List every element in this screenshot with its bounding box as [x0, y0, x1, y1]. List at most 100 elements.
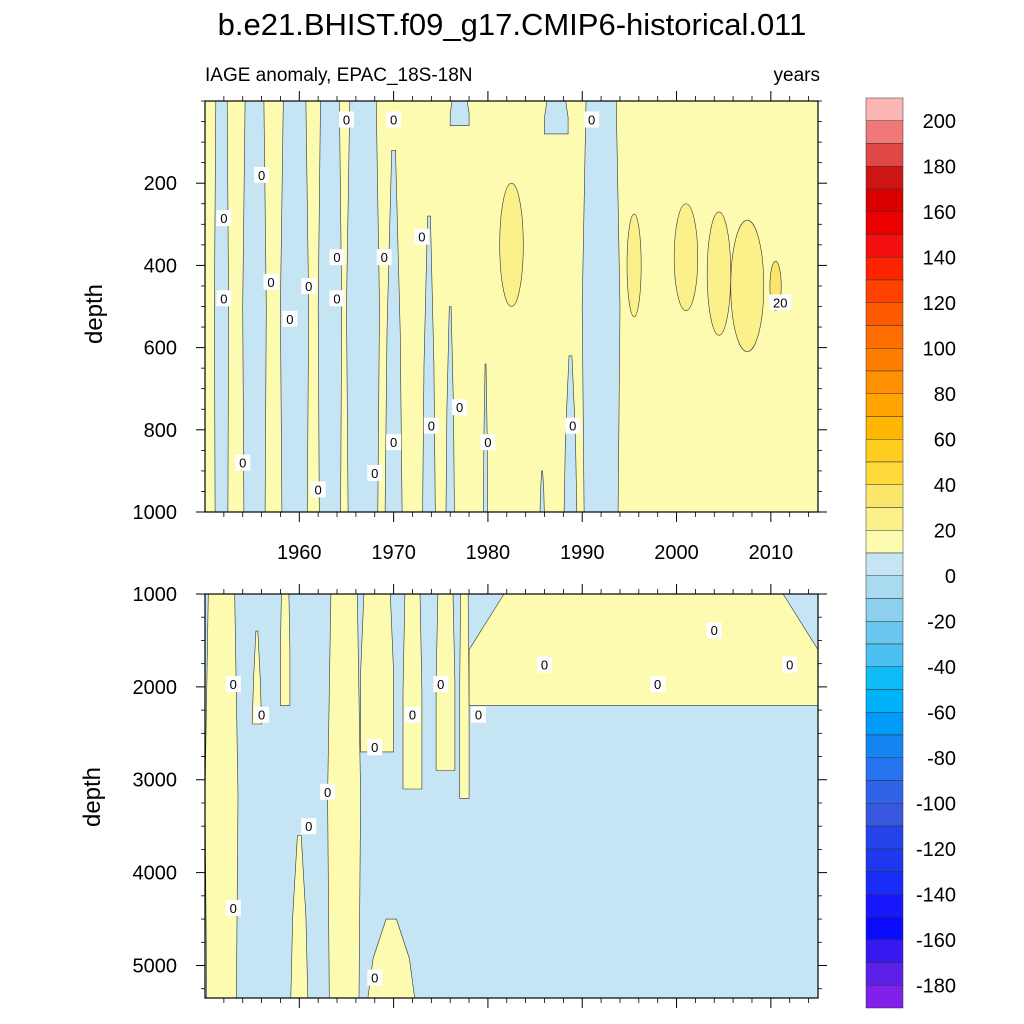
lower-label-bg-2 — [225, 899, 241, 916]
colorbar-swatch-31 — [865, 803, 904, 827]
chart-title: b.e21.BHIST.f09_g17.CMIP6-historical.011 — [218, 7, 807, 42]
upper-xtick-label-1: 1970 — [371, 542, 416, 564]
upper-ytick-label-4: 1000 — [133, 502, 178, 524]
upper-label-bg-21 — [769, 294, 792, 311]
upper-contour-label-7: 0 — [315, 482, 322, 497]
lower-contour-label-2: 0 — [230, 901, 237, 916]
colorbar-swatch-12 — [865, 370, 904, 394]
upper-label-bg-9 — [329, 290, 345, 307]
colorbar-swatch-24 — [865, 643, 904, 667]
upper-band-12 — [449, 100, 470, 126]
lower-frame — [204, 593, 819, 999]
upper-band-2 — [280, 100, 310, 513]
colorbar-swatch-15 — [865, 439, 904, 463]
upper-label-bg-4 — [263, 273, 279, 290]
upper-contour-label-19: 0 — [569, 419, 576, 434]
lower-band-2 — [280, 593, 291, 706]
upper-contour-label-4: 0 — [267, 275, 274, 290]
colorbar-swatch-4 — [865, 188, 904, 212]
chart-subtitle-right: years — [774, 65, 820, 86]
upper-ylabel: depth — [81, 284, 108, 344]
upper-contour-label-16: 0 — [428, 419, 435, 434]
colorbar-swatch-2 — [865, 143, 904, 167]
lower-contour-label-5: 0 — [371, 740, 378, 755]
upper-contour-label-18: 0 — [484, 435, 491, 450]
upper-contour-label-21: 20 — [773, 295, 787, 310]
colorbar-swatch-5 — [865, 211, 904, 235]
lower-axes: 1000 2000 3000 4000 5000 — [133, 584, 827, 1008]
colorbar-swatch-26 — [865, 689, 904, 713]
upper-label-bg-2 — [254, 166, 270, 183]
upper-contour-label-20: 0 — [588, 112, 595, 127]
upper-label-bg-20 — [584, 111, 600, 128]
lower-contour-label-9: 0 — [475, 708, 482, 723]
lower-contour-label-10: 0 — [541, 658, 548, 673]
colorbar-label-17: -140 — [916, 884, 956, 906]
lower-contour-label-11: 0 — [654, 677, 661, 692]
colorbar-swatch-30 — [865, 780, 904, 804]
colorbar-swatch-36 — [865, 916, 904, 940]
colorbar-swatch-29 — [865, 757, 904, 781]
upper-band-0 — [214, 100, 229, 513]
colorbar-swatch-8 — [865, 279, 904, 303]
lower-label-bg-0 — [225, 676, 241, 693]
upper-label-bg-19 — [565, 417, 581, 434]
lower-band-7 — [402, 593, 423, 790]
colorbar-label-1: 180 — [923, 156, 956, 178]
colorbar-label-19: -180 — [916, 975, 956, 997]
lower-ytick-label-0: 1000 — [133, 584, 178, 606]
lower-band-0 — [204, 593, 239, 999]
upper-band-4 — [346, 100, 380, 513]
upper-contour-labels: 0 0 0 0 0 0 0 0 0 0 0 0 0 0 0 0 0 0 0 0 0 20 — [216, 111, 792, 498]
colorbar-swatch-18 — [865, 507, 904, 531]
lower-label-bg-1 — [254, 706, 270, 723]
upper-contour-label-9: 0 — [333, 291, 340, 306]
colorbar-label-12: -40 — [927, 657, 956, 679]
lower-band-10 — [468, 593, 819, 706]
colorbar-swatch-10 — [865, 325, 904, 349]
upper-xtick-label-2: 1980 — [466, 542, 511, 564]
upper-panel: 0 0 0 0 0 0 0 0 0 0 0 0 0 0 0 0 0 0 0 0 0 20 200 400 600 800 1000… — [81, 91, 827, 564]
colorbar-label-16: -120 — [916, 839, 956, 861]
upper-band-13 — [544, 100, 569, 135]
upper-contour-label-13: 0 — [390, 112, 397, 127]
lower-label-bg-6 — [367, 969, 383, 986]
colorbar-swatch-27 — [865, 712, 904, 736]
lower-label-bg-12 — [706, 622, 722, 639]
lower-label-bg-13 — [782, 656, 798, 673]
colorbar-label-3: 140 — [923, 247, 956, 269]
colorbar-swatch-7 — [865, 257, 904, 281]
upper-label-bg-16 — [423, 417, 439, 434]
colorbar-swatch-22 — [865, 598, 904, 622]
colorbar-swatch-17 — [865, 484, 904, 508]
upper-label-bg-10 — [338, 111, 354, 128]
upper-label-bg-7 — [310, 481, 326, 498]
lower-panel: 0 0 0 0 0 0 0 0 0 0 0 0 0 0 1000 2000 3000 4000 5000 dept… — [79, 584, 827, 1008]
colorbar-label-11: -20 — [927, 611, 956, 633]
colorbar-swatch-28 — [865, 734, 904, 758]
colorbar-swatch-9 — [865, 302, 904, 326]
upper-contour-label-8: 0 — [333, 250, 340, 265]
upper-band-1 — [242, 100, 267, 513]
lower-label-bg-3 — [301, 818, 317, 835]
colorbar-swatch-23 — [865, 621, 904, 645]
colorbar-swatch-6 — [865, 234, 904, 258]
upper-contour-label-1: 0 — [220, 291, 227, 306]
lower-ytick-label-4: 5000 — [133, 955, 178, 977]
lower-label-bg-4 — [320, 783, 336, 800]
colorbar-label-15: -100 — [916, 793, 956, 815]
colorbar-label-7: 60 — [934, 429, 956, 451]
colorbar-label-6: 80 — [934, 384, 956, 406]
upper-ytick-label-1: 400 — [144, 255, 177, 277]
upper-contour-label-3: 0 — [239, 456, 246, 471]
upper-label-bg-13 — [386, 111, 402, 128]
upper-contour-label-11: 0 — [371, 466, 378, 481]
colorbar-swatch-38 — [865, 962, 904, 986]
upper-patch-1 — [626, 213, 642, 318]
upper-ytick-label-2: 600 — [144, 338, 177, 360]
colorbar-swatch-21 — [865, 575, 904, 599]
lower-contour-label-6: 0 — [371, 971, 378, 986]
upper-xtick-label-0: 1960 — [277, 542, 322, 564]
upper-contour-label-17: 0 — [456, 400, 463, 415]
colorbar-label-13: -60 — [927, 702, 956, 724]
